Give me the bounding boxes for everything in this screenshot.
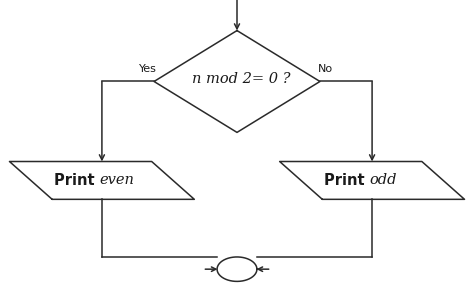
Text: Yes: Yes [138, 64, 156, 74]
Text: odd: odd [370, 173, 397, 187]
Text: No: No [318, 64, 333, 74]
Text: Print: Print [54, 173, 100, 188]
Text: n mod 2= 0 ?: n mod 2= 0 ? [192, 72, 291, 86]
Text: even: even [100, 173, 135, 187]
Text: Print: Print [324, 173, 370, 188]
